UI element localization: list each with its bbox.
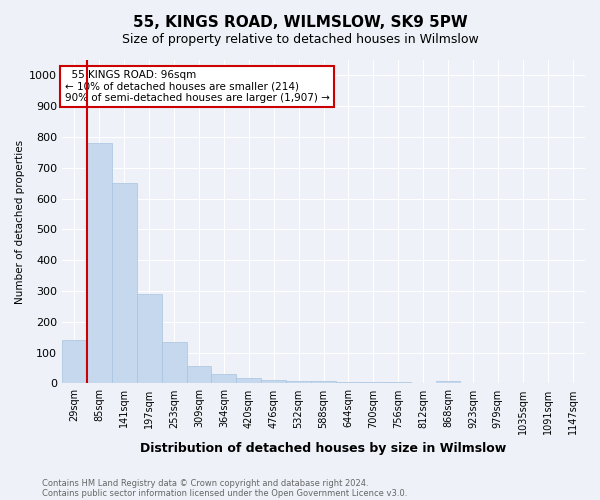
Text: 55 KINGS ROAD: 96sqm
← 10% of detached houses are smaller (214)
90% of semi-deta: 55 KINGS ROAD: 96sqm ← 10% of detached h… bbox=[65, 70, 329, 103]
Text: Contains HM Land Registry data © Crown copyright and database right 2024.: Contains HM Land Registry data © Crown c… bbox=[42, 478, 368, 488]
Bar bbox=[460, 383, 485, 384]
Text: Size of property relative to detached houses in Wilmslow: Size of property relative to detached ho… bbox=[122, 32, 478, 46]
Bar bbox=[161, 342, 187, 384]
Bar bbox=[112, 183, 137, 384]
Bar bbox=[137, 294, 161, 384]
Bar bbox=[286, 381, 311, 384]
Bar bbox=[410, 382, 436, 384]
Bar bbox=[261, 380, 286, 384]
Bar bbox=[87, 143, 112, 384]
Bar bbox=[361, 382, 386, 384]
Bar bbox=[211, 374, 236, 384]
Bar bbox=[436, 381, 460, 384]
Bar bbox=[62, 340, 87, 384]
Bar bbox=[336, 382, 361, 384]
Bar bbox=[236, 378, 261, 384]
Y-axis label: Number of detached properties: Number of detached properties bbox=[15, 140, 25, 304]
Bar bbox=[311, 382, 336, 384]
Bar bbox=[187, 366, 211, 384]
Bar bbox=[386, 382, 410, 384]
Text: 55, KINGS ROAD, WILMSLOW, SK9 5PW: 55, KINGS ROAD, WILMSLOW, SK9 5PW bbox=[133, 15, 467, 30]
Text: Contains public sector information licensed under the Open Government Licence v3: Contains public sector information licen… bbox=[42, 488, 407, 498]
X-axis label: Distribution of detached houses by size in Wilmslow: Distribution of detached houses by size … bbox=[140, 442, 506, 455]
